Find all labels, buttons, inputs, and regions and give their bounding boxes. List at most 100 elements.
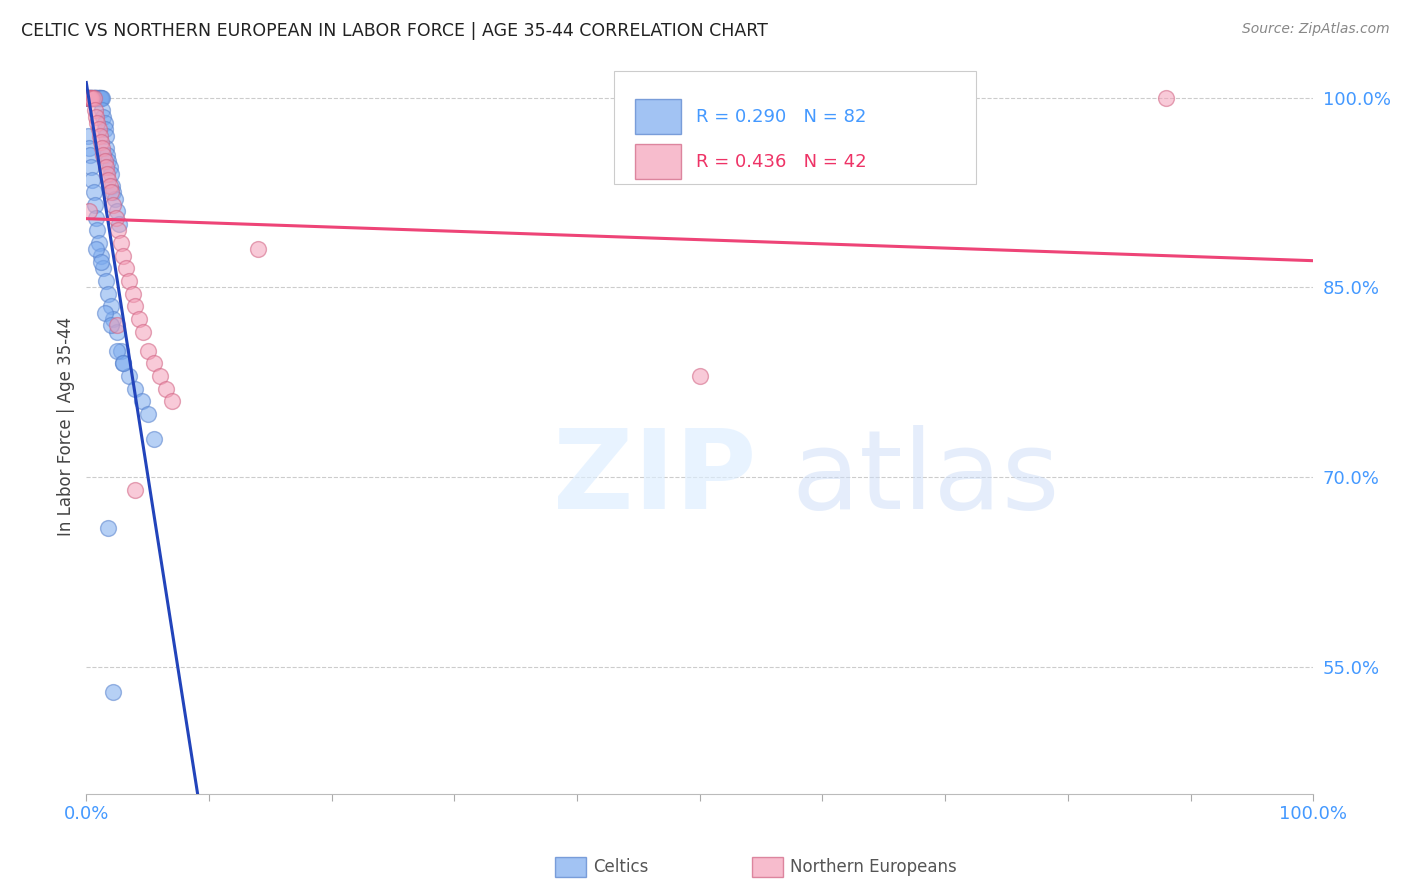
Point: [82, 173, 104, 187]
Text: Celtics: Celtics: [593, 858, 648, 876]
Point: [136, 343, 159, 358]
Point: [97, 521, 120, 535]
Point: [82, 90, 104, 104]
Point: [93, 153, 115, 168]
Point: [83, 90, 105, 104]
Point: [86, 90, 108, 104]
Text: R = 0.290   N = 82: R = 0.290 N = 82: [696, 108, 866, 126]
Point: [84, 90, 107, 104]
Point: [98, 179, 121, 194]
Point: [114, 261, 136, 276]
Point: [122, 286, 145, 301]
Point: [87, 90, 110, 104]
Point: [83, 90, 105, 104]
Y-axis label: In Labor Force | Age 35-44: In Labor Force | Age 35-44: [58, 317, 75, 536]
Point: [87, 90, 110, 104]
Point: [76, 90, 98, 104]
Point: [105, 325, 128, 339]
Point: [89, 90, 111, 104]
Point: [83, 103, 105, 118]
Bar: [634, 99, 682, 135]
Point: [103, 192, 125, 206]
Point: [93, 261, 115, 276]
Point: [77, 204, 100, 219]
Point: [124, 483, 146, 497]
Point: [84, 211, 107, 225]
Point: [96, 167, 118, 181]
Point: [97, 153, 120, 168]
Point: [90, 90, 112, 104]
Point: [1154, 90, 1177, 104]
Point: [79, 90, 101, 104]
Point: [90, 90, 112, 104]
Point: [124, 299, 146, 313]
Point: [79, 90, 101, 104]
Point: [128, 312, 150, 326]
Point: [76, 90, 98, 104]
Point: [160, 394, 183, 409]
Point: [79, 90, 101, 104]
Point: [87, 236, 110, 251]
Point: [93, 306, 115, 320]
Point: [107, 223, 129, 237]
Point: [82, 90, 104, 104]
Point: [103, 685, 125, 699]
Point: [82, 90, 104, 104]
Point: [83, 186, 105, 200]
Point: [142, 432, 165, 446]
Point: [93, 110, 115, 124]
Point: [100, 186, 122, 200]
Point: [83, 90, 105, 104]
Bar: [634, 144, 682, 179]
Point: [149, 369, 172, 384]
Bar: [752, 857, 783, 877]
Point: [118, 274, 141, 288]
Point: [112, 356, 135, 370]
Point: [84, 243, 107, 257]
Point: [104, 211, 127, 225]
Point: [142, 356, 165, 370]
Point: [89, 90, 111, 104]
FancyBboxPatch shape: [614, 70, 976, 185]
Point: [247, 243, 270, 257]
Point: [93, 116, 115, 130]
Point: [79, 147, 101, 161]
Point: [87, 90, 110, 104]
Point: [91, 90, 114, 104]
Point: [90, 249, 112, 263]
Point: [86, 223, 108, 237]
Point: [100, 167, 122, 181]
Text: CELTIC VS NORTHERN EUROPEAN IN LABOR FORCE | AGE 35-44 CORRELATION CHART: CELTIC VS NORTHERN EUROPEAN IN LABOR FOR…: [21, 22, 768, 40]
Point: [100, 318, 122, 333]
Text: R = 0.436   N = 42: R = 0.436 N = 42: [696, 153, 866, 170]
Point: [124, 382, 146, 396]
Point: [80, 90, 103, 104]
Point: [79, 90, 101, 104]
Point: [80, 90, 103, 104]
Point: [105, 343, 128, 358]
Point: [94, 128, 117, 143]
Point: [76, 90, 98, 104]
Point: [83, 90, 105, 104]
Point: [77, 90, 100, 104]
Point: [100, 299, 122, 313]
Point: [86, 116, 108, 130]
Point: [90, 255, 112, 269]
Point: [103, 312, 125, 326]
Point: [96, 147, 118, 161]
Point: [101, 179, 124, 194]
Point: [97, 286, 120, 301]
Point: [132, 325, 155, 339]
Point: [94, 274, 117, 288]
Point: [131, 394, 153, 409]
Point: [110, 343, 132, 358]
Point: [77, 90, 100, 104]
Point: [98, 160, 121, 174]
Point: [112, 249, 135, 263]
Point: [80, 90, 103, 104]
Point: [83, 90, 105, 104]
Point: [87, 90, 110, 104]
Point: [103, 198, 125, 212]
Point: [93, 147, 115, 161]
Point: [86, 90, 108, 104]
